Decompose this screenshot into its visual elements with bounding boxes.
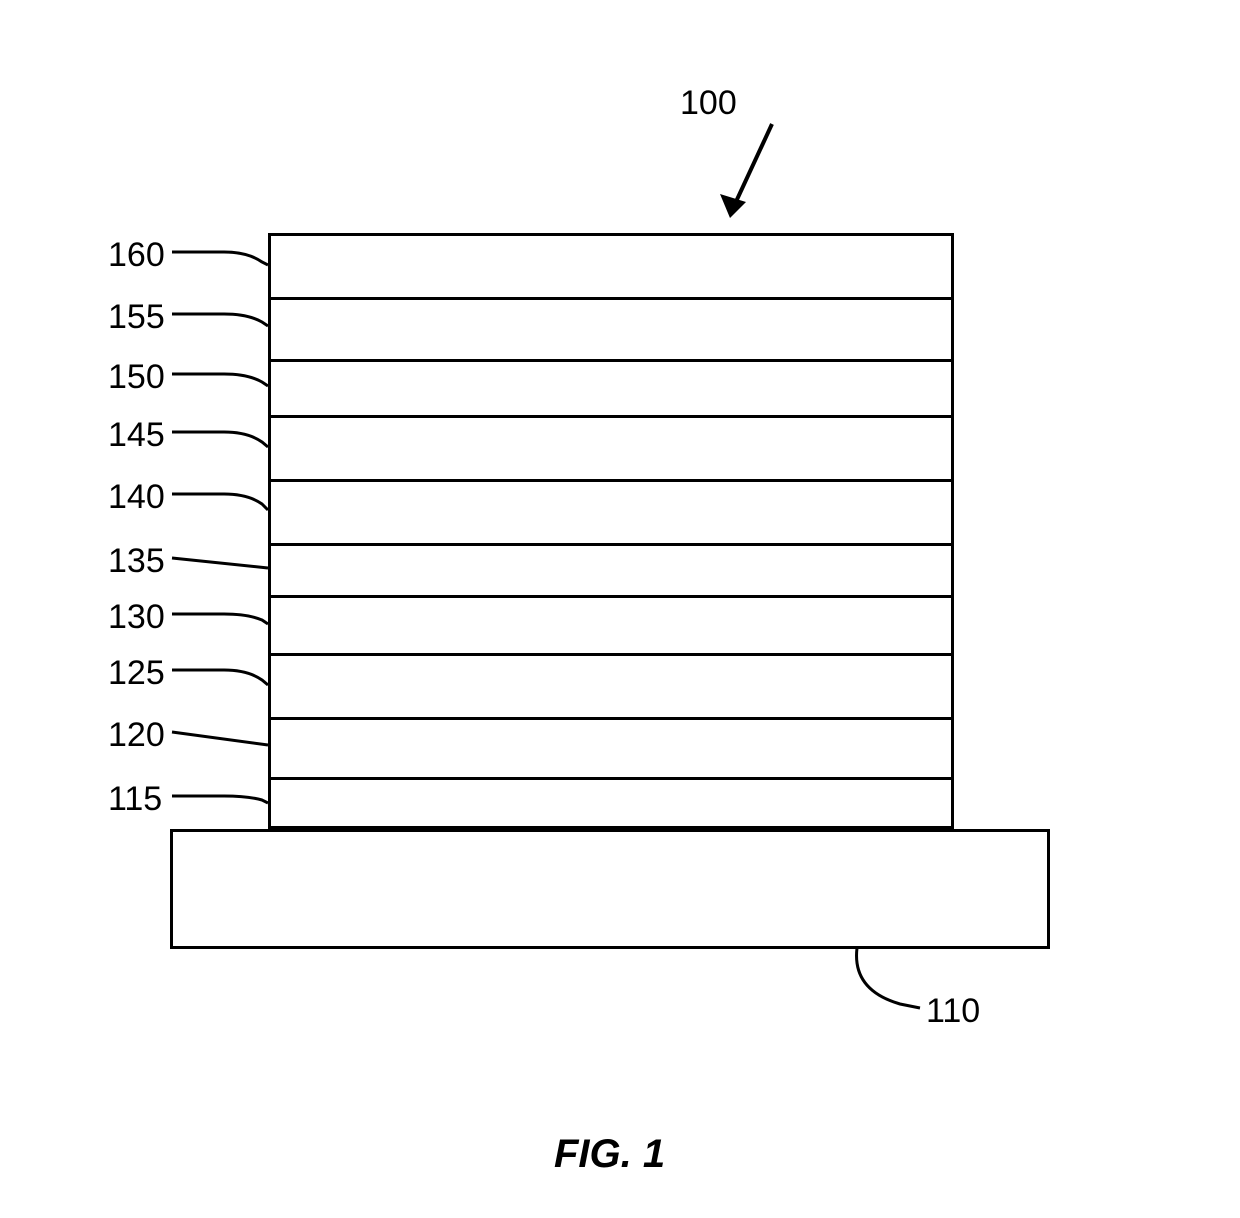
diagram-container: 100 160 155 150 145 140 135 130 125 120 … xyxy=(0,0,1240,1218)
label-110: 110 xyxy=(926,992,980,1031)
base-leader-line xyxy=(0,0,1240,1218)
figure-title: FIG. 1 xyxy=(554,1132,665,1177)
